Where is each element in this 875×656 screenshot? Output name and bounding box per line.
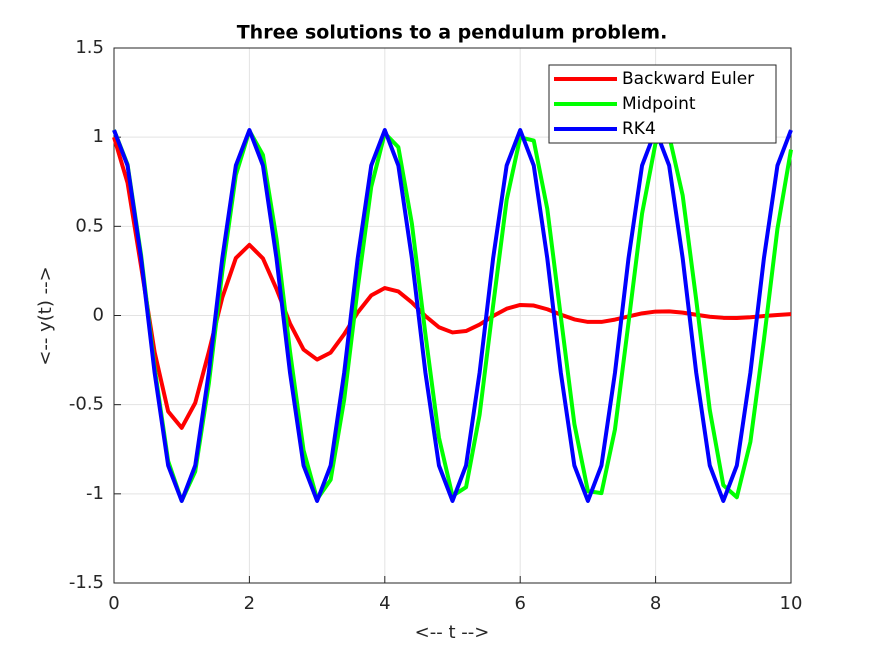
y-tick-label: -0.5 [69, 394, 104, 415]
y-tick-label: 1.5 [75, 37, 104, 58]
legend: Backward Euler Midpoint RK4 [548, 64, 777, 144]
x-tick-label: 10 [780, 593, 803, 614]
x-tick-label: 2 [244, 593, 255, 614]
legend-label: Backward Euler [622, 69, 754, 89]
y-tick-label: 0 [93, 305, 104, 326]
legend-label: RK4 [622, 119, 656, 139]
x-tick-label: 6 [514, 593, 525, 614]
y-tick-label: 1 [93, 126, 104, 147]
y-tick-label: -1 [86, 483, 104, 504]
legend-label: Midpoint [622, 94, 696, 114]
y-axis-label: <-- y(t) --> [35, 266, 56, 365]
chart-title: Three solutions to a pendulum problem. [237, 22, 668, 44]
x-tick-label: 4 [379, 593, 390, 614]
x-tick-label: 0 [108, 593, 119, 614]
y-tick-label: -1.5 [69, 572, 104, 593]
series-line [112, 128, 793, 503]
x-axis-label: <-- t --> [415, 622, 490, 643]
x-tick-label: 8 [650, 593, 661, 614]
series-line [112, 136, 792, 430]
y-tick-label: 0.5 [75, 215, 104, 236]
